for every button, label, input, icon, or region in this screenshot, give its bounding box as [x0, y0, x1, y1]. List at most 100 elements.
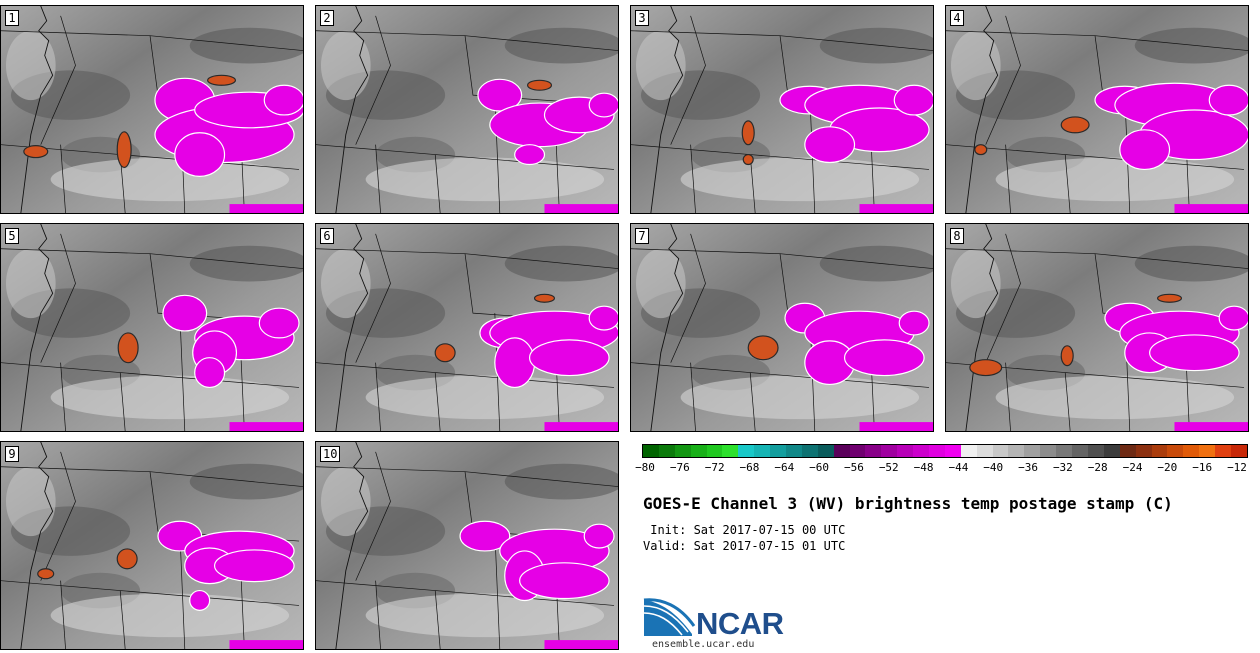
wv-map	[1, 6, 303, 213]
cold-cloud-blob	[263, 84, 303, 116]
warm-spot-blob	[1060, 345, 1074, 367]
cold-cloud-blob	[588, 305, 618, 331]
colorbar-segment	[1199, 445, 1216, 457]
warm-spot-blob	[533, 293, 556, 303]
colorbar-segment	[1103, 445, 1120, 457]
cold-cloud-blob	[843, 339, 925, 377]
colorbar-segment	[643, 445, 659, 457]
ncar-logo-text: NCAR	[696, 606, 784, 641]
colorbar-segment	[1151, 445, 1168, 457]
colorbar-tick-label: −24	[1122, 461, 1143, 474]
cold-cloud-blob	[213, 549, 295, 583]
colorbar-segment	[1230, 445, 1247, 457]
warm-spot-blob	[23, 145, 49, 159]
stamp-panel: 9	[0, 441, 304, 650]
cold-cloud-blob	[1208, 84, 1248, 116]
stamp-panel: 4	[945, 5, 1249, 214]
colorbar-segment	[770, 445, 787, 457]
stamp-panel: 5	[0, 223, 304, 432]
stamp-number-label: 7	[635, 228, 649, 244]
stamp-number-label: 2	[320, 10, 334, 26]
warm-spot-blob	[116, 131, 132, 169]
colorbar-segment	[849, 445, 866, 457]
site-url: ensemble.ucar.edu	[652, 639, 755, 650]
warm-spot-blob	[527, 79, 553, 91]
cold-cloud-blob	[898, 310, 930, 336]
wv-map	[1, 224, 303, 431]
warm-spot-blob	[207, 74, 237, 86]
colorbar-segment	[706, 445, 723, 457]
wv-map	[946, 224, 1248, 431]
colorbar-segment	[1119, 445, 1136, 457]
warm-spot-blob	[747, 335, 779, 361]
stamp-panel: 6	[315, 223, 619, 432]
colorbar-segment	[960, 445, 977, 457]
colorbar-segment	[786, 445, 802, 457]
colorbar-segment	[1024, 445, 1041, 457]
colorbar-segment	[865, 445, 882, 457]
colorbar-segment	[1183, 445, 1200, 457]
cold-cloud-blob	[1119, 129, 1171, 171]
warm-spot-blob	[742, 153, 754, 166]
colorbar-segment	[690, 445, 707, 457]
colorbar-tick-label: −60	[809, 461, 830, 474]
warm-spot-blob	[116, 548, 138, 570]
warm-spot-blob	[117, 332, 139, 364]
colorbar-tick-label: −52	[878, 461, 899, 474]
wv-map	[946, 6, 1248, 213]
colorbar-segment	[1087, 445, 1104, 457]
cold-cloud-blob	[528, 339, 610, 377]
cold-cloud-blob	[162, 294, 208, 332]
colorbar-segment	[1135, 445, 1152, 457]
warm-spot-blob	[434, 343, 456, 363]
colorbar-tick-label: −76	[669, 461, 690, 474]
colorbar-tick-label: −32	[1052, 461, 1073, 474]
stamp-number-label: 6	[320, 228, 334, 244]
ncar-logo-icon	[643, 598, 696, 636]
cold-cloud-blob	[514, 144, 546, 166]
colorbar-tick-label: −48	[913, 461, 934, 474]
cold-cloud-blob	[588, 92, 618, 118]
cold-cloud-blob	[477, 78, 523, 112]
warm-spot-blob	[974, 144, 988, 156]
stamp-number-label: 1	[5, 10, 19, 26]
warm-spot-blob	[37, 568, 55, 580]
colorbar-segment	[976, 445, 993, 457]
init-time: Init: Sat 2017-07-15 00 UTC	[643, 523, 846, 537]
colorbar-segment	[992, 445, 1009, 457]
stamp-panel: 7	[630, 223, 934, 432]
cold-cloud-blob	[583, 523, 615, 549]
cold-cloud-blob	[459, 520, 511, 552]
colorbar-segment	[913, 445, 930, 457]
cold-cloud-blob	[494, 337, 536, 389]
colorbar-tick-label: −72	[704, 461, 725, 474]
wv-map	[1, 442, 303, 649]
valid-time: Valid: Sat 2017-07-15 01 UTC	[643, 539, 846, 553]
colorbar-segment	[833, 445, 850, 457]
stamp-panel: 1	[0, 5, 304, 214]
stamp-number-label: 8	[950, 228, 964, 244]
colorbar-segment	[1056, 445, 1073, 457]
colorbar-segment	[801, 445, 818, 457]
cold-cloud-blob	[174, 132, 226, 177]
colorbar-segment	[754, 445, 771, 457]
colorbar-segment	[658, 445, 675, 457]
warm-spot-blob	[969, 359, 1003, 377]
cold-cloud-blob	[519, 562, 610, 600]
colorbar-tick-label: −16	[1192, 461, 1213, 474]
cold-cloud-blob	[1149, 334, 1240, 372]
colorbar	[642, 444, 1248, 458]
colorbar-tick-label: −68	[739, 461, 760, 474]
colorbar-tick-label: −12	[1227, 461, 1247, 474]
colorbar-segment	[881, 445, 898, 457]
colorbar-tick-label: −36	[1018, 461, 1038, 474]
warm-spot-blob	[741, 120, 755, 146]
colorbar-segment	[897, 445, 914, 457]
figure-title: GOES-E Channel 3 (WV) brightness temp po…	[643, 494, 1173, 513]
cold-cloud-blob	[194, 357, 226, 389]
wv-map	[316, 442, 618, 649]
colorbar-tick-label: −56	[844, 461, 864, 474]
colorbar-segment	[1008, 445, 1025, 457]
cold-cloud-blob	[893, 84, 933, 116]
wv-map	[631, 224, 933, 431]
